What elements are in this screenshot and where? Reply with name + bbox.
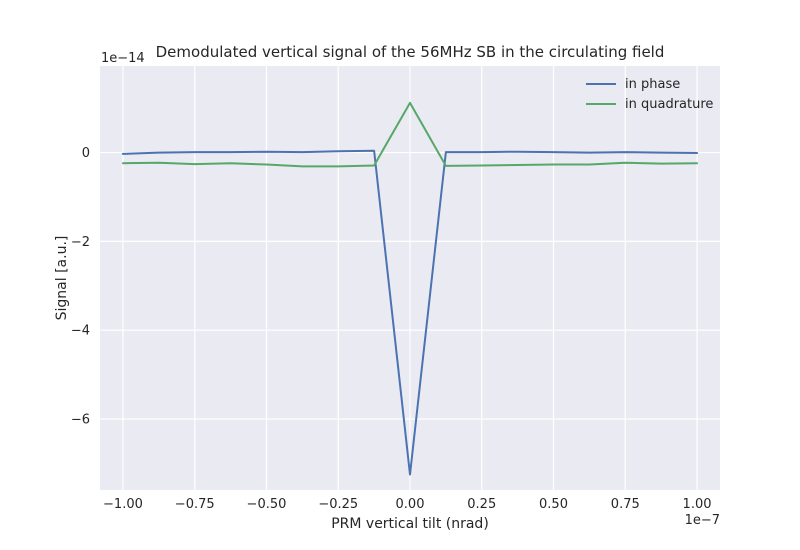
legend-label-in-phase: in phase bbox=[625, 77, 680, 92]
x-tick-label: 0.50 bbox=[539, 497, 568, 512]
series-lines bbox=[121, 101, 699, 476]
x-tick-label: 0.75 bbox=[611, 497, 640, 512]
x-tick-labels: −1.00 −0.75 −0.50 −0.25 0.00 0.25 0.50 0.75 1.00 bbox=[103, 497, 711, 512]
series-line-in-phase bbox=[121, 149, 699, 476]
x-offset-label: 1e−7 bbox=[685, 513, 720, 528]
y-axis-label: Signal [a.u.] bbox=[54, 236, 70, 321]
x-tick-label: −0.25 bbox=[318, 497, 358, 512]
y-tick-label: 0 bbox=[82, 146, 90, 161]
y-offset-label: 1e−14 bbox=[101, 51, 145, 66]
x-tick-label: 1.00 bbox=[683, 497, 712, 512]
legend-label-in-quadrature: in quadrature bbox=[625, 97, 713, 112]
x-tick-label: 0.00 bbox=[396, 497, 425, 512]
grid bbox=[100, 66, 720, 490]
y-tick-label: −2 bbox=[71, 235, 90, 250]
x-axis-label: PRM vertical tilt (nrad) bbox=[331, 516, 489, 532]
series-line-in-quadrature bbox=[121, 101, 699, 168]
x-tick-label: −0.75 bbox=[175, 497, 215, 512]
chart-title: Demodulated vertical signal of the 56MHz… bbox=[156, 43, 665, 61]
y-tick-label: −6 bbox=[71, 412, 90, 427]
y-tick-label: −4 bbox=[71, 324, 90, 339]
x-tick-label: 0.25 bbox=[467, 497, 496, 512]
legend: in phase in quadrature bbox=[586, 77, 713, 112]
y-tick-labels: −6 −4 −2 0 bbox=[71, 146, 90, 427]
x-tick-label: −1.00 bbox=[103, 497, 143, 512]
x-tick-label: −0.50 bbox=[247, 497, 287, 512]
